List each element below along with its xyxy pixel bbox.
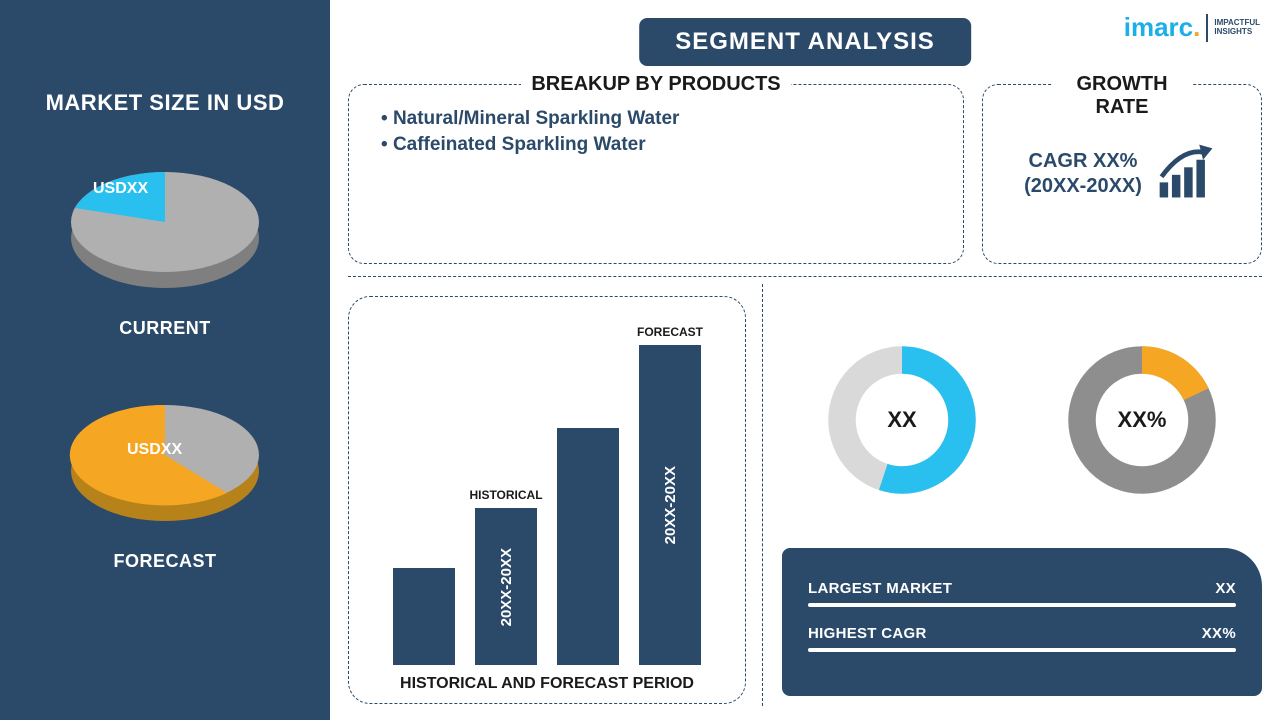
- main-title-banner: SEGMENT ANALYSIS: [639, 18, 971, 66]
- pie-current: USDXX CURRENT: [55, 146, 275, 339]
- logo-divider: [1206, 14, 1208, 42]
- metric-label: LARGEST MARKET: [808, 580, 952, 597]
- growth-arrow-icon: [1154, 139, 1220, 210]
- breakup-title: BREAKUP BY PRODUCTS: [521, 73, 790, 96]
- pie-forecast-caption: FORECAST: [114, 551, 217, 572]
- bars-card: HISTORICAL 20XX-20XX FORECAST 20XX-20XX …: [348, 296, 746, 704]
- growth-card: GROWTH RATE CAGR XX% (20XX-20XX): [982, 84, 1262, 264]
- donuts-row: XX XX%: [782, 320, 1262, 520]
- breakup-card: BREAKUP BY PRODUCTS Natural/Mineral Spar…: [348, 84, 964, 264]
- divider-horizontal: [348, 276, 1262, 277]
- bar-2: HISTORICAL 20XX-20XX: [475, 508, 537, 665]
- metric-bar: [808, 603, 1236, 607]
- market-size-title: MARKET SIZE IN USD: [46, 90, 285, 116]
- cagr-text: CAGR XX% (20XX-20XX): [1024, 149, 1142, 199]
- donut-1-label: XX: [887, 407, 916, 433]
- growth-title: GROWTH RATE: [1063, 73, 1182, 119]
- bar-1: [393, 568, 455, 665]
- pie-current-chart: USDXX: [55, 146, 275, 306]
- metric-value: XX%: [1202, 625, 1236, 642]
- right-area: imarc. IMPACTFUL INSIGHTS SEGMENT ANALYS…: [330, 0, 1280, 720]
- divider-vertical: [762, 284, 763, 706]
- metrics-block: LARGEST MARKET XX HIGHEST CAGR XX%: [782, 548, 1262, 696]
- donut-1: XX: [827, 345, 977, 495]
- bar-3: [557, 428, 619, 665]
- bar-4: FORECAST 20XX-20XX: [639, 345, 701, 665]
- brand-logo: imarc. IMPACTFUL INSIGHTS: [1124, 12, 1260, 43]
- logo-tag: IMPACTFUL INSIGHTS: [1214, 19, 1260, 37]
- metric-label: HIGHEST CAGR: [808, 625, 927, 642]
- pie-current-value: USDXX: [93, 180, 148, 198]
- metric-value: XX: [1215, 580, 1236, 597]
- metric-highest-cagr: HIGHEST CAGR XX%: [808, 625, 1236, 652]
- right-lower: XX XX% LARGEST MARKET XX HIGHEST: [782, 296, 1262, 706]
- breakup-item: Natural/Mineral Sparkling Water: [381, 108, 939, 130]
- breakup-item: Caffeinated Sparkling Water: [381, 134, 939, 156]
- metric-largest-market: LARGEST MARKET XX: [808, 580, 1236, 607]
- bars-area: HISTORICAL 20XX-20XX FORECAST 20XX-20XX: [373, 317, 721, 665]
- donut-2-label: XX%: [1118, 407, 1167, 433]
- pie-forecast-value: USDXX: [127, 441, 182, 459]
- pie-forecast-chart: USDXX: [55, 379, 275, 539]
- pie-forecast: USDXX FORECAST: [55, 379, 275, 572]
- logo-text: imarc: [1124, 12, 1193, 43]
- breakup-list: Natural/Mineral Sparkling Water Caffeina…: [373, 104, 939, 160]
- metric-bar: [808, 648, 1236, 652]
- logo-dot-icon: .: [1193, 12, 1200, 43]
- pie-current-caption: CURRENT: [119, 318, 211, 339]
- left-panel: MARKET SIZE IN USD USDXX CURRENT USDXX F…: [0, 0, 330, 720]
- upper-row: BREAKUP BY PRODUCTS Natural/Mineral Spar…: [348, 84, 1262, 264]
- bars-caption: HISTORICAL AND FORECAST PERIOD: [373, 665, 721, 695]
- donut-2: XX%: [1067, 345, 1217, 495]
